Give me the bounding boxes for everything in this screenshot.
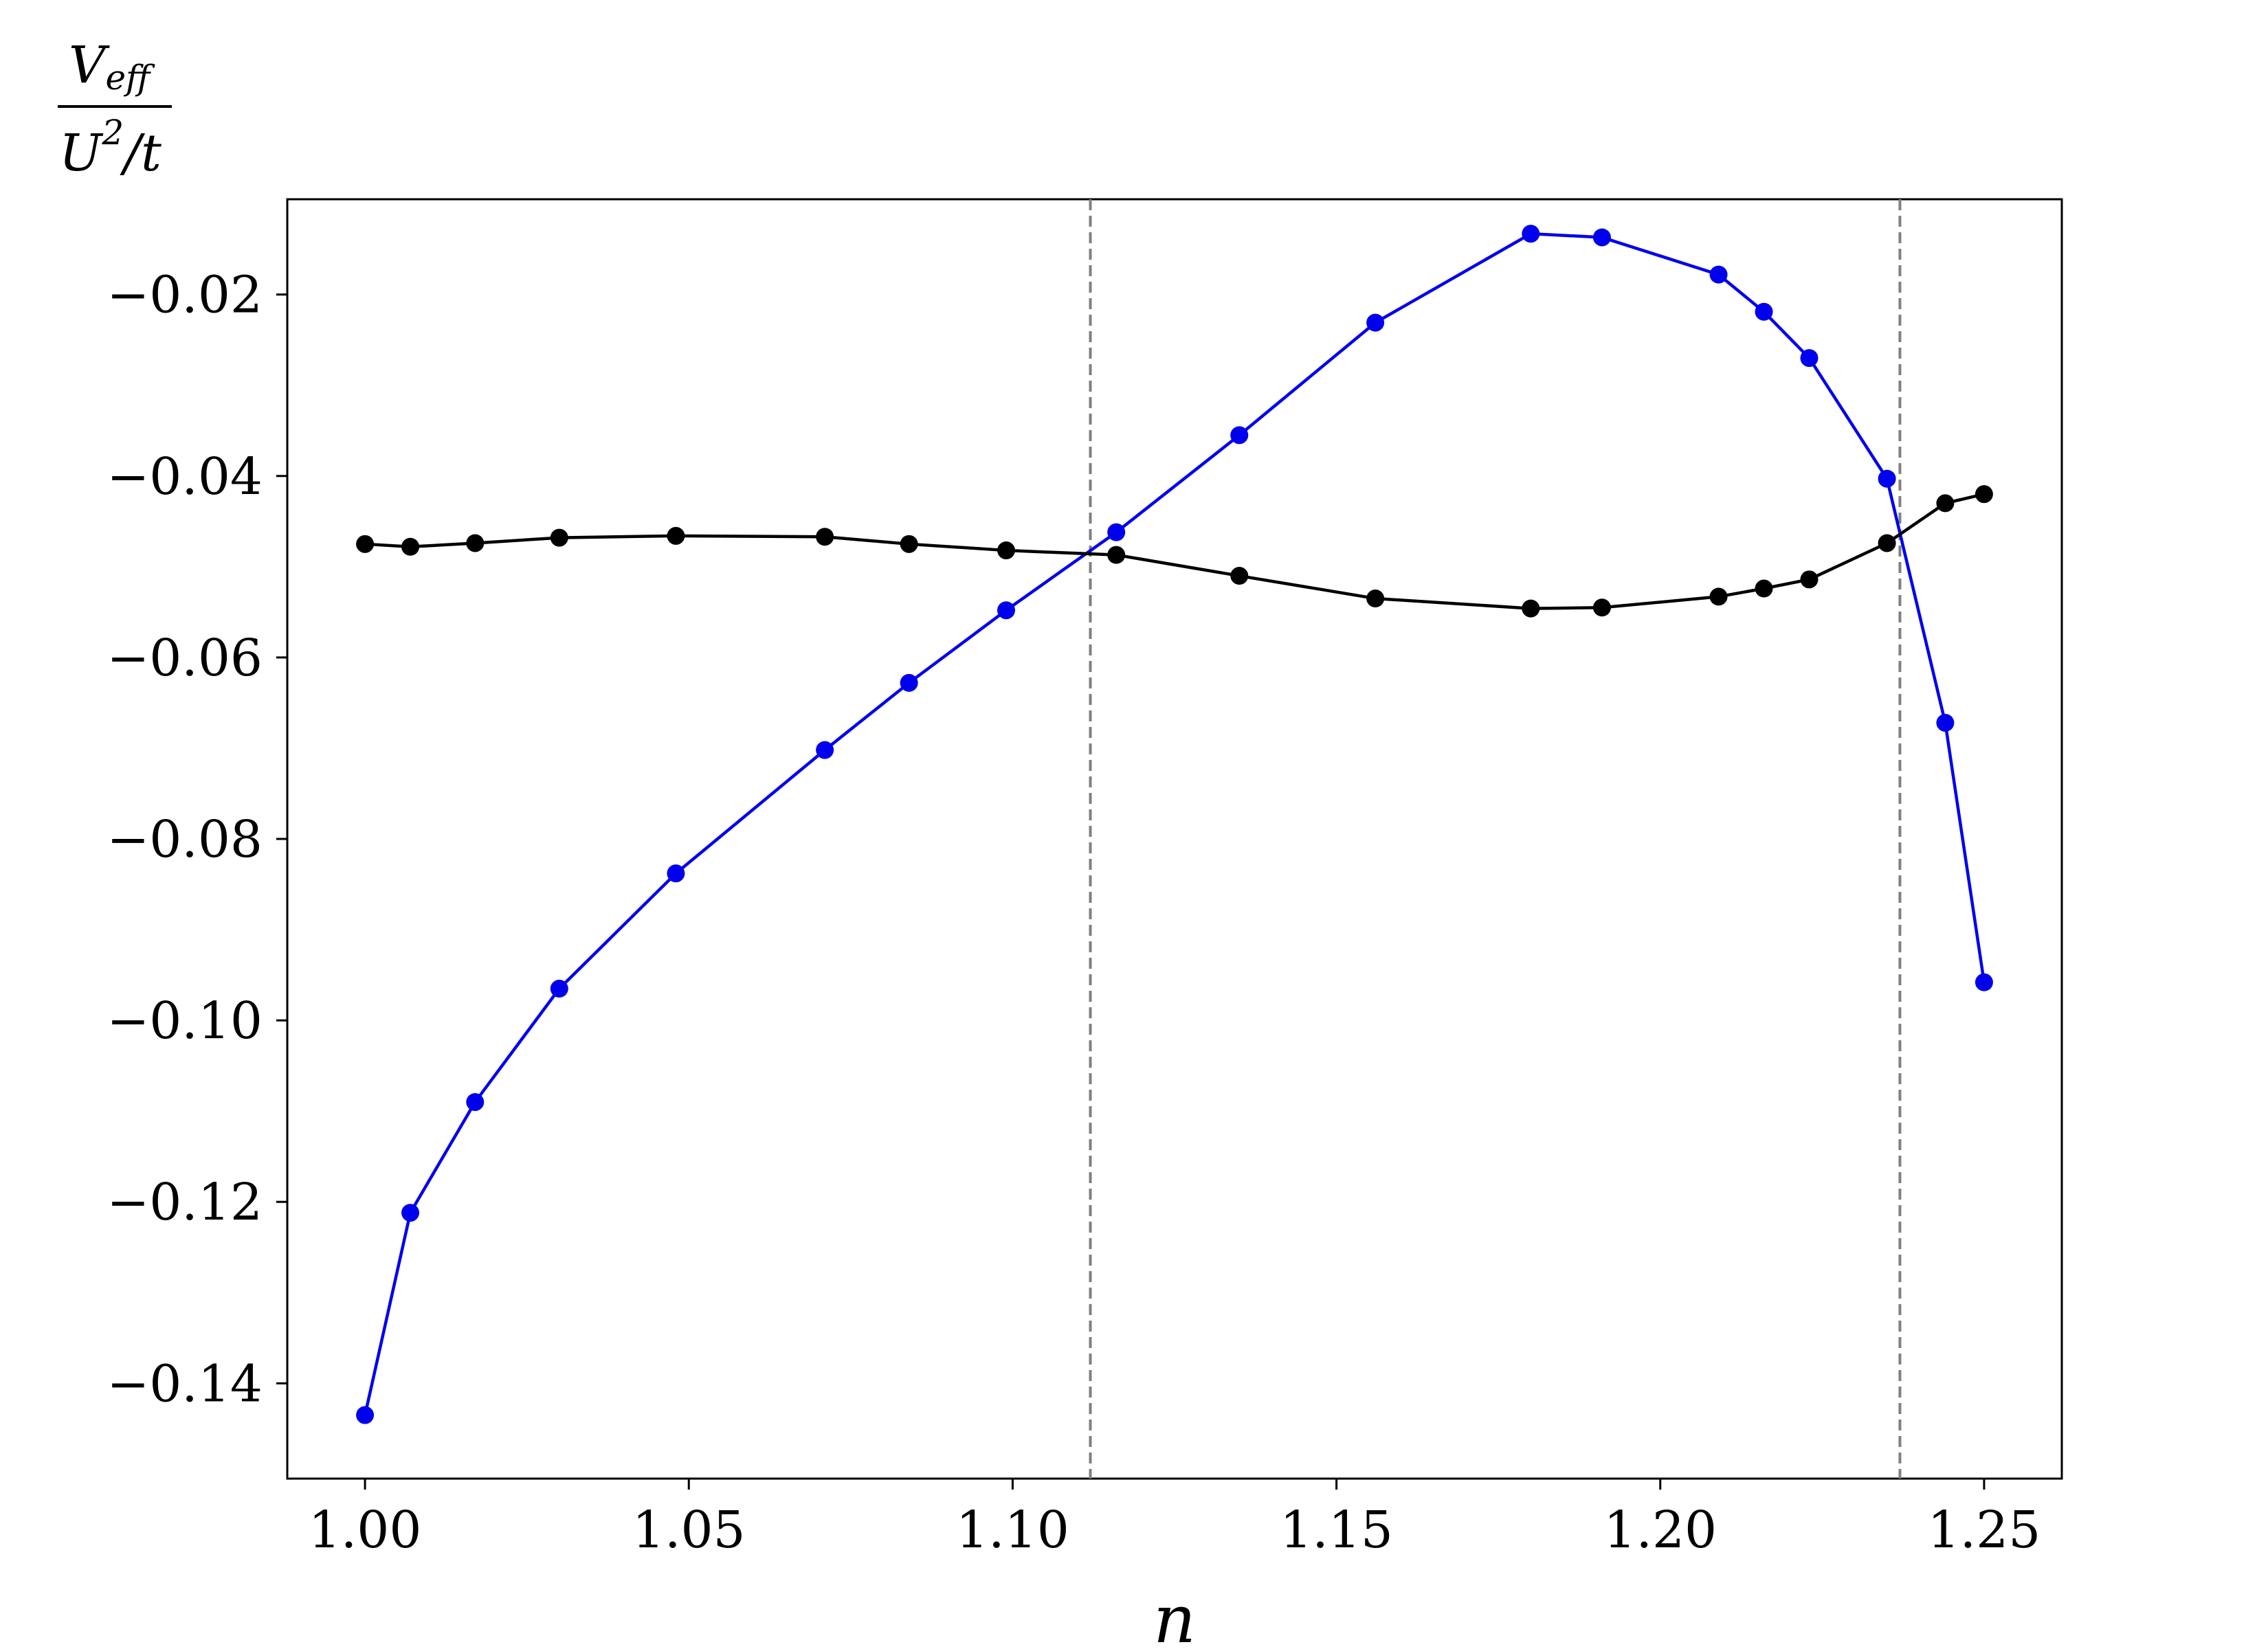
series-2-point [1107, 546, 1126, 564]
x-tick-label: 1.00 [309, 1501, 422, 1560]
series-1-point [401, 1204, 420, 1222]
y-tick-label: −0.02 [107, 266, 263, 325]
series-1-line [363, 232, 1986, 1416]
y-tick-label: −0.12 [107, 1173, 263, 1232]
series-1-point [1592, 228, 1611, 247]
series-layer [356, 225, 1993, 1424]
series-2-point [1975, 485, 1993, 504]
series-2-point [816, 528, 834, 546]
y-tick-label: −0.06 [107, 629, 263, 688]
series-1-point [1230, 426, 1249, 445]
series-2-point [1230, 567, 1249, 585]
series-1-point [1878, 469, 1896, 488]
x-axis-label: n [1153, 1581, 1196, 1649]
reference-lines [1089, 199, 1902, 1479]
series-1-point [1709, 265, 1728, 284]
y-tick-label: −0.04 [107, 447, 263, 506]
series-2-point [401, 537, 420, 556]
series-2-point [550, 528, 568, 547]
y-axis-ticks: −0.14 −0.12 −0.10 −0.08 −0.06 −0.04 −0.02 [107, 266, 287, 1413]
series-2-point [667, 526, 685, 545]
series-1-point [1755, 302, 1773, 321]
series-1-point [816, 741, 834, 759]
series-2-point [356, 535, 375, 553]
y-tick-label: −0.10 [107, 991, 263, 1051]
series-2-point [466, 534, 485, 552]
series-2-point [1522, 599, 1540, 618]
plot-frame [286, 198, 2063, 1480]
series-1-point [356, 1406, 375, 1424]
series-1-point [1366, 313, 1385, 332]
x-tick-label: 1.15 [1280, 1501, 1393, 1560]
series-1-point [1800, 349, 1819, 368]
series-2-point [1366, 590, 1385, 608]
series-2-point [1936, 494, 1955, 513]
series-1 [356, 225, 1993, 1424]
series-1-point [1936, 713, 1955, 732]
y-axis-label: Veff U2/t [58, 36, 172, 183]
series-1-point [667, 864, 685, 883]
series-2-point [1755, 579, 1773, 598]
x-tick-label: 1.25 [1928, 1501, 2041, 1560]
series-2-point [900, 535, 918, 553]
series-2-point [1878, 534, 1896, 552]
series-1-point [997, 601, 1015, 620]
series-1-point [1107, 523, 1126, 541]
series-2 [356, 485, 1993, 618]
series-1-point [466, 1092, 485, 1111]
series-1-point [1975, 973, 1993, 991]
ylabel-numerator: Veff [69, 36, 155, 98]
x-tick-label: 1.20 [1603, 1501, 1717, 1560]
series-1-point [900, 673, 918, 692]
x-tick-label: 1.10 [956, 1501, 1069, 1560]
series-2-point [1709, 587, 1728, 606]
ylabel-denominator: U2/t [59, 113, 162, 183]
y-tick-label: −0.08 [107, 810, 263, 869]
series-1-point [1522, 225, 1540, 243]
y-tick-label: −0.14 [107, 1354, 263, 1413]
series-2-point [1592, 598, 1611, 617]
x-axis-ticks: 1.00 1.05 1.10 1.15 1.20 1.25 [309, 1479, 2041, 1560]
x-tick-label: 1.05 [632, 1501, 746, 1560]
series-2-point [1800, 570, 1819, 589]
series-1-point [550, 979, 568, 998]
series-2-point [997, 541, 1015, 560]
series-2-line [364, 492, 1985, 610]
